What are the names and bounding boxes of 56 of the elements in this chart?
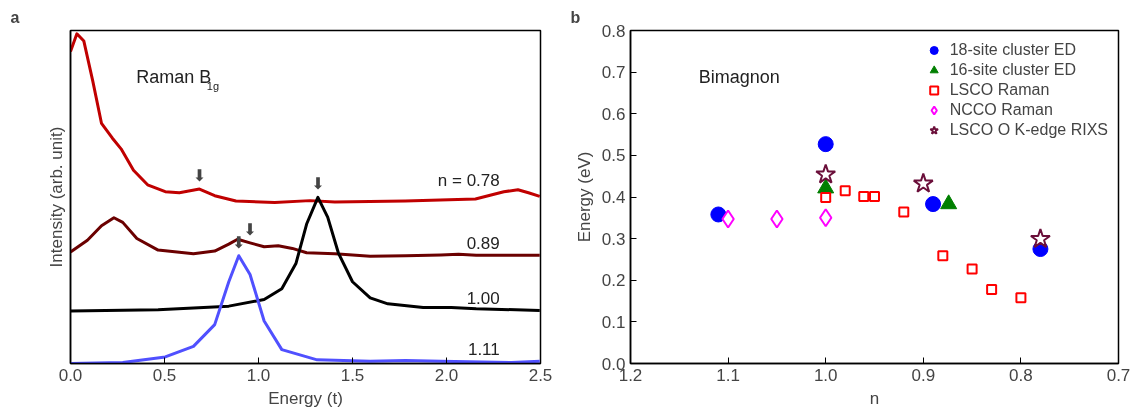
text: a — [10, 8, 20, 26]
legend-label: LSCO Raman — [949, 81, 1050, 99]
x-tick-label: 1.1 — [716, 365, 740, 385]
x-tick-label: 0.5 — [152, 365, 177, 385]
point — [869, 191, 880, 203]
point — [839, 185, 851, 197]
annotation: ⬇ — [192, 166, 207, 186]
point — [817, 136, 834, 153]
point — [986, 283, 998, 295]
point — [912, 172, 934, 193]
x-axis-title: Energy (t) — [268, 388, 343, 408]
y-tick-label: 0.6 — [601, 104, 626, 124]
legend-label: 18-site cluster ED — [949, 41, 1076, 59]
annotation: ⬇ — [243, 219, 257, 239]
point — [925, 196, 942, 213]
point — [966, 263, 978, 275]
x-tick-label: 2.5 — [528, 365, 553, 385]
x-tick-label: 0.8 — [1009, 365, 1033, 385]
legend-label: 16-site cluster ED — [949, 61, 1076, 79]
point — [898, 206, 910, 218]
legend-label: LSCO O K-edge RIXS — [949, 121, 1108, 139]
series-label: 1.00 — [466, 289, 500, 309]
point — [710, 206, 727, 223]
y-tick-label: 0.4 — [601, 188, 626, 207]
x-tick-label: 0.9 — [911, 365, 936, 385]
annotation: ⬇ — [311, 174, 325, 194]
point — [770, 209, 784, 229]
x-tick-label: 1.0 — [813, 365, 838, 385]
point — [1015, 292, 1027, 304]
point — [858, 191, 870, 203]
series-label: 1.11 — [467, 340, 500, 360]
series-label: n = 0.78 — [437, 171, 500, 191]
y-axis-title: Intensity (arb. unit) — [46, 126, 66, 268]
point — [721, 209, 735, 229]
x-tick-label: 1.0 — [246, 365, 271, 385]
series-label: 0.89 — [466, 234, 500, 254]
y-tick-label: 0.7 — [601, 63, 626, 83]
point — [820, 191, 832, 203]
text: b — [570, 8, 581, 26]
x-tick-label: 0.0 — [58, 365, 83, 385]
y-axis-title: Energy (eV) — [574, 151, 594, 243]
annotation: Bimagnon — [698, 67, 780, 88]
y-tick-label: 0.8 — [601, 21, 626, 41]
y-tick-label: 0.3 — [601, 229, 626, 249]
point — [819, 208, 833, 228]
x-tick-label: 2.0 — [434, 365, 459, 385]
y-tick-label: 0.1 — [601, 312, 626, 332]
point — [815, 163, 837, 184]
point — [937, 250, 949, 262]
point — [1029, 228, 1051, 249]
legend-label: NCCO Raman — [949, 101, 1053, 119]
y-tick-label: 0.2 — [601, 271, 626, 291]
x-axis-title: n — [869, 388, 880, 408]
x-tick-label: 0.7 — [1106, 365, 1131, 385]
y-tick-label: 0.5 — [601, 146, 626, 166]
x-tick-label: 1.5 — [340, 365, 365, 385]
